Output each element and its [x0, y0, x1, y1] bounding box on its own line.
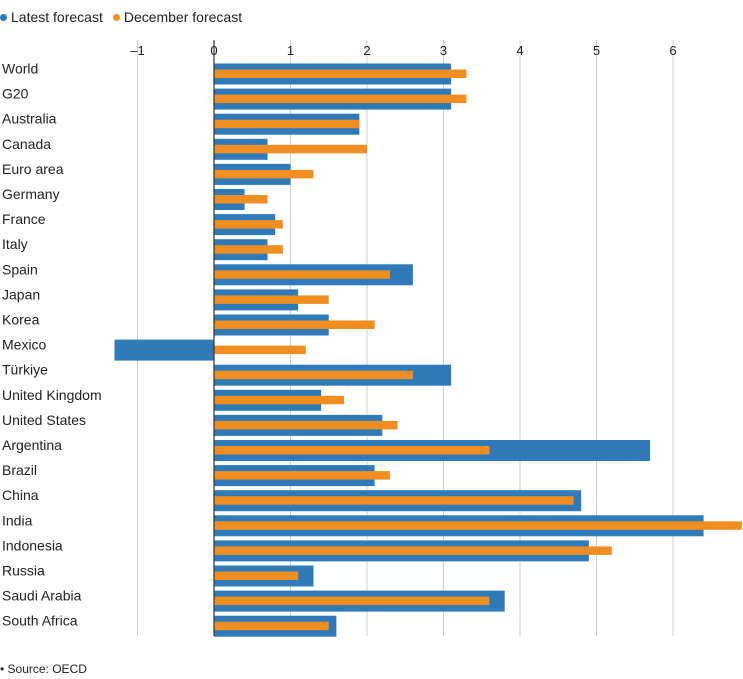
category-label: China	[2, 487, 39, 503]
bar-december-euro-area	[214, 169, 314, 179]
bar-december-world	[214, 69, 467, 78]
bar-december-spain	[214, 270, 390, 279]
bar-december-china	[214, 496, 574, 505]
x-tick-label: 2	[363, 43, 370, 58]
category-label: Indonesia	[2, 537, 63, 553]
category-label: Euro area	[2, 161, 64, 177]
x-tick-label: –1	[130, 43, 144, 58]
legend-dot-latest	[0, 13, 7, 21]
x-tick-label: 5	[593, 43, 600, 58]
legend-item-december: December forecast	[112, 9, 243, 25]
bar-december-japan	[214, 295, 329, 304]
category-label: Italy	[2, 236, 28, 252]
bar-december-france	[214, 220, 283, 229]
bar-december-italy	[214, 245, 283, 254]
category-label: Türkiye	[2, 362, 48, 378]
category-label: Spain	[2, 261, 38, 277]
category-label: South Africa	[2, 613, 78, 629]
bar-latest-mexico	[114, 339, 214, 361]
category-label: Russia	[2, 563, 45, 579]
category-label: Saudi Arabia	[2, 588, 82, 604]
bar-december-australia	[214, 119, 360, 129]
bar-december-indonesia	[214, 546, 612, 555]
category-label: Brazil	[2, 462, 37, 478]
category-label: France	[2, 211, 46, 227]
bar-december-germany	[214, 195, 268, 204]
bar-december-g20	[214, 94, 467, 104]
legend-dot-december	[112, 13, 120, 21]
x-tick-label: 4	[516, 43, 523, 58]
category-label: Japan	[2, 286, 40, 302]
x-tick-label: 6	[669, 43, 676, 58]
legend-item-latest: Latest forecast	[0, 9, 103, 25]
bar-december-brazil	[214, 471, 390, 480]
category-label: World	[2, 61, 38, 77]
bar-december-canada	[214, 144, 367, 154]
category-label: Korea	[2, 312, 40, 328]
bar-december-india	[214, 521, 742, 530]
bar-december-saudi-arabia	[214, 596, 490, 606]
category-label: United Kingdom	[2, 387, 102, 403]
bar-december-russia	[214, 571, 299, 580]
category-label: India	[2, 512, 33, 528]
category-label: Germany	[2, 186, 60, 202]
bar-december-argentina	[214, 446, 490, 455]
category-label: Mexico	[2, 337, 47, 353]
bar-december-united-kingdom	[214, 395, 345, 405]
bar-december-south-africa	[214, 621, 329, 631]
x-tick-label: 3	[440, 43, 447, 58]
category-label: Australia	[2, 111, 57, 127]
bar-december-korea	[214, 320, 375, 329]
legend-label-december: December forecast	[123, 9, 243, 25]
bar-december-mexico	[214, 345, 306, 355]
category-label: Argentina	[2, 437, 62, 453]
bar-december-t-rkiye	[214, 370, 413, 380]
category-label: Canada	[2, 136, 51, 152]
legend: Latest forecast December forecast	[0, 8, 242, 26]
category-label: United States	[2, 412, 86, 428]
legend-label-latest: Latest forecast	[11, 9, 103, 25]
source-note: • Source: OECD	[0, 662, 87, 676]
bar-december-united-states	[214, 420, 398, 430]
category-label: G20	[2, 86, 29, 102]
x-tick-label: 1	[287, 43, 294, 58]
